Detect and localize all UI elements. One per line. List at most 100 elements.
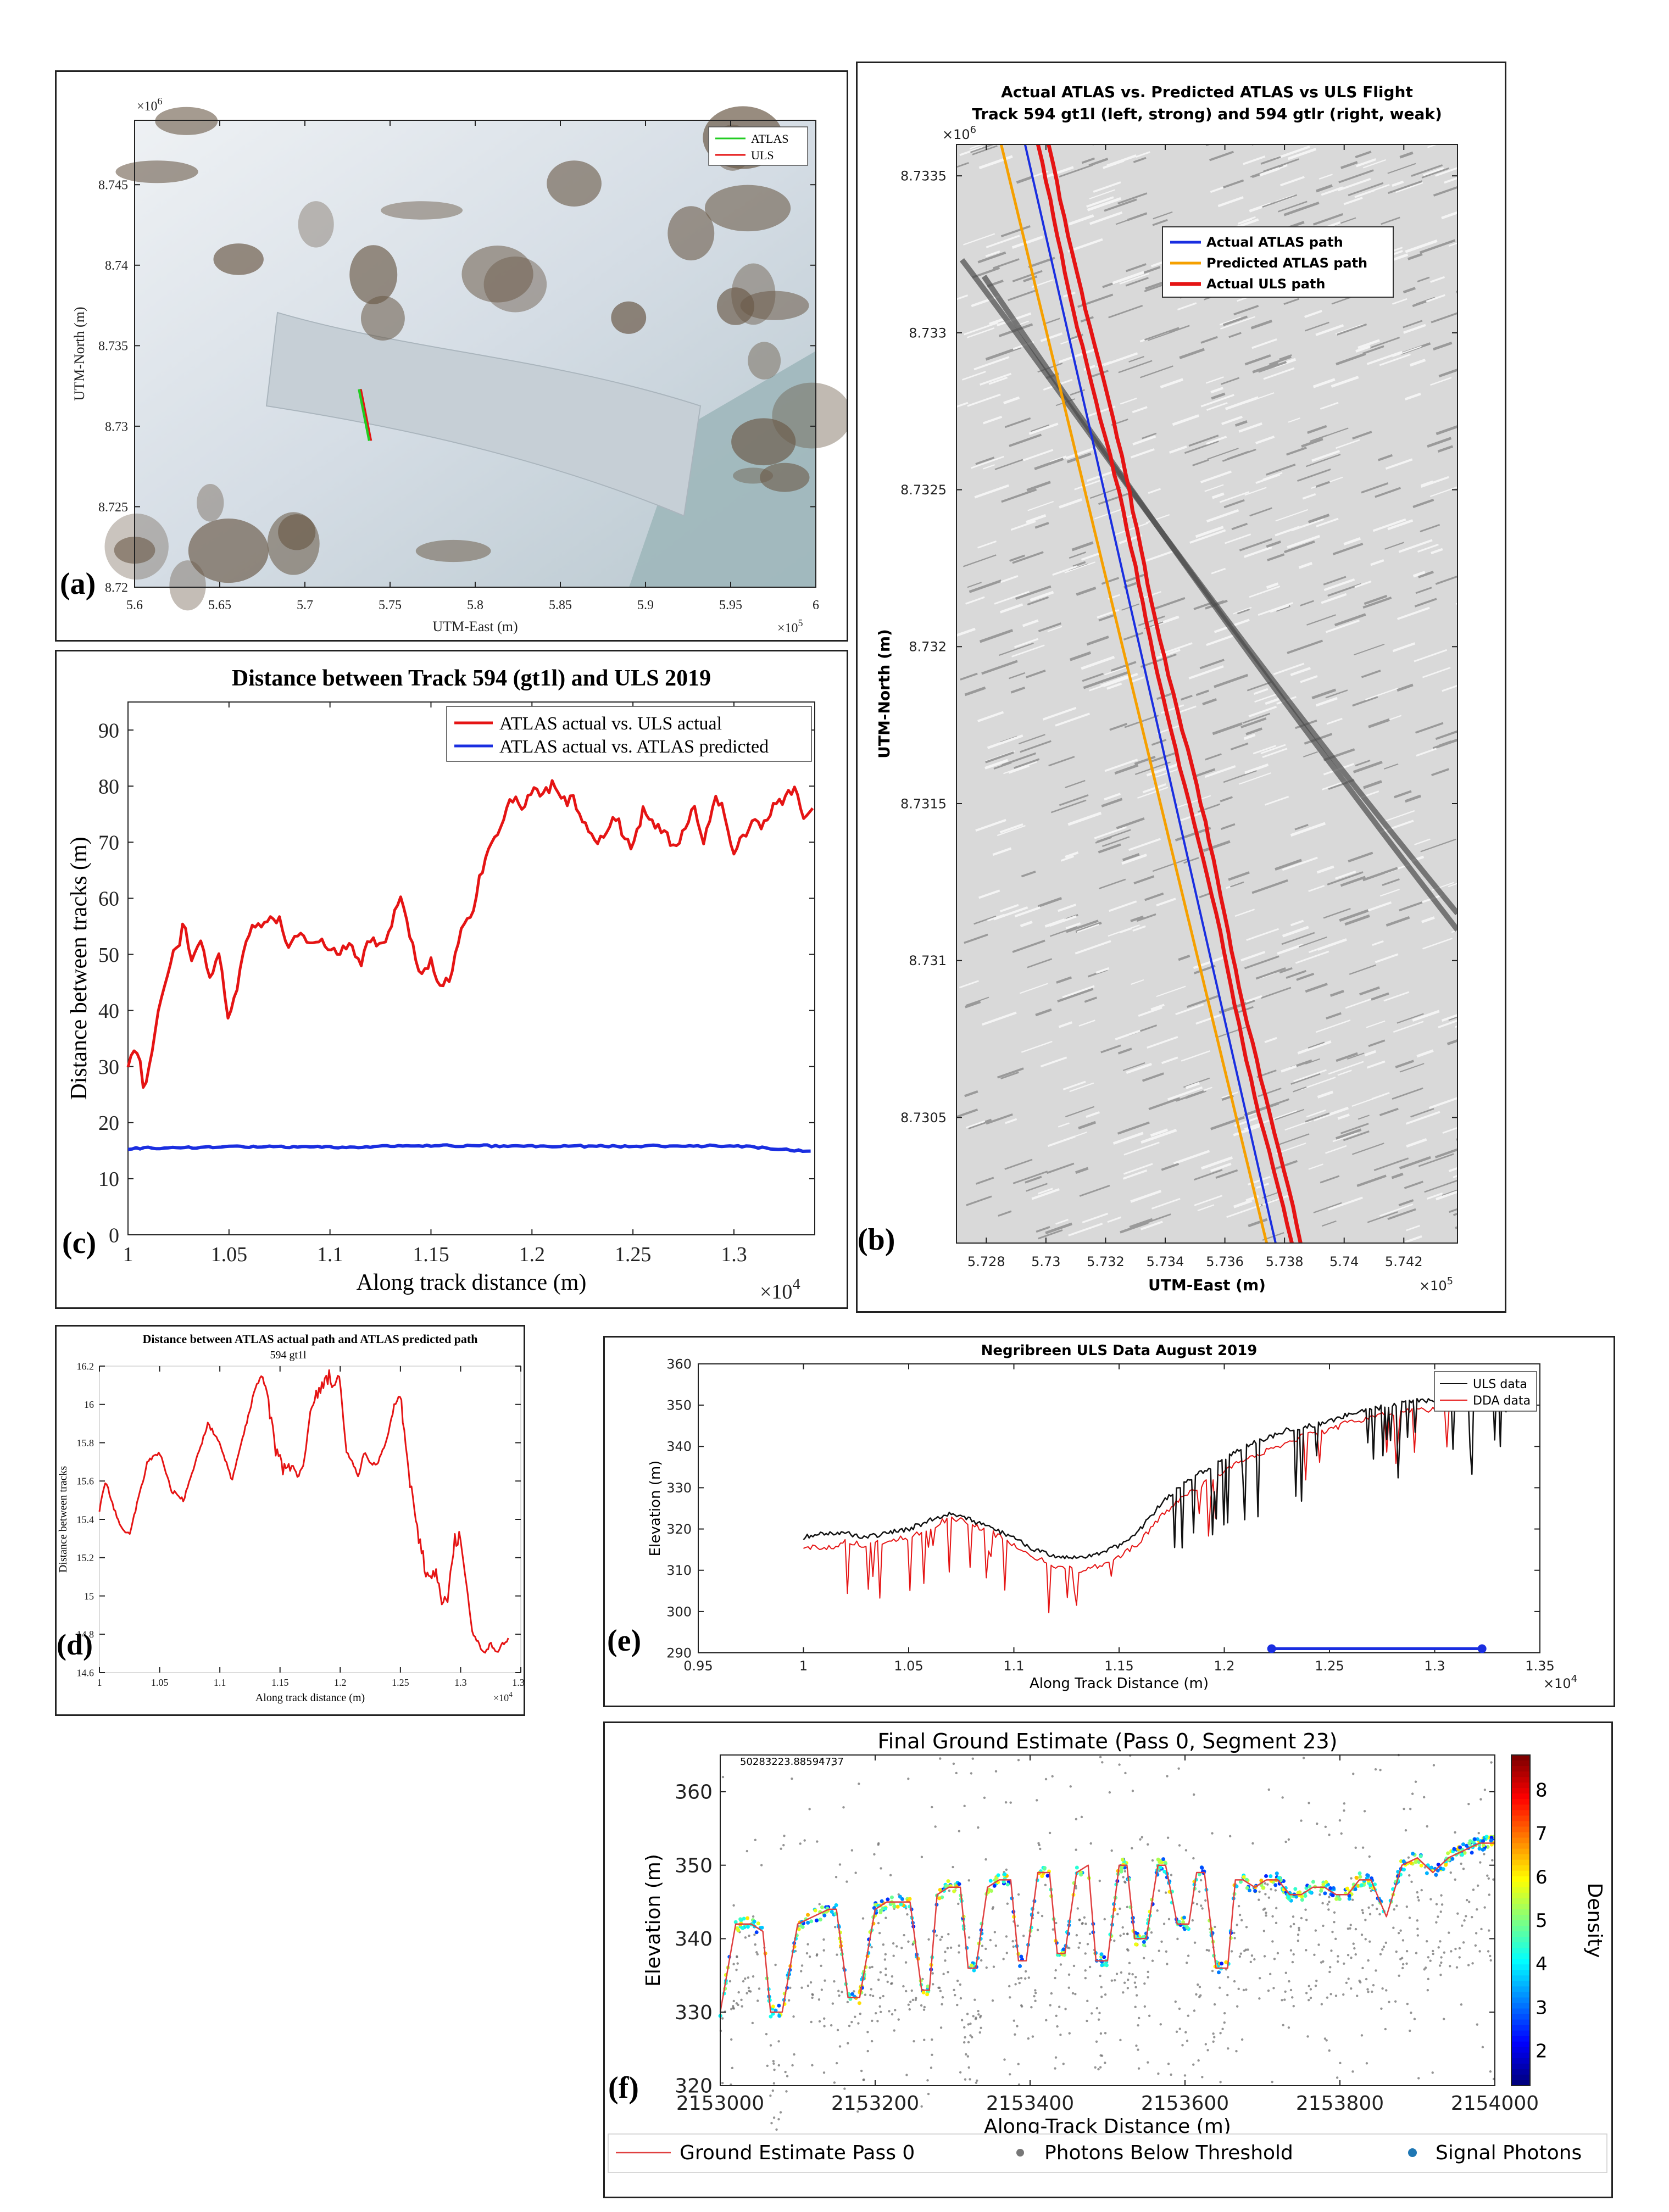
noise-photon	[1036, 1799, 1038, 1802]
noise-photon	[721, 2081, 724, 2085]
colorbar-segment	[1511, 1959, 1530, 1965]
noise-photon	[1219, 2081, 1222, 2083]
crevasse-streak	[1140, 653, 1177, 668]
noise-photon	[1423, 1866, 1427, 1869]
y-tick-label: 16.2	[77, 1361, 94, 1372]
crevasse-streak	[1141, 1221, 1163, 1230]
crevasse-streak	[1373, 1157, 1409, 1172]
y-tick-label: 360	[666, 1356, 692, 1372]
colorbar-segment	[1511, 2058, 1530, 2064]
noise-photon	[870, 1946, 873, 1949]
signal-photon	[926, 1984, 930, 1988]
noise-photon	[1075, 1848, 1077, 1851]
noise-photon	[1368, 1855, 1371, 1858]
x-tick-label: 1.25	[1315, 1658, 1344, 1674]
x-tick-label: 5.74	[1329, 1254, 1359, 1269]
noise-photon	[1024, 1977, 1027, 1980]
signal-photon	[1481, 1847, 1485, 1852]
crevasse-streak	[1098, 843, 1121, 854]
y-tick-label: 15.2	[77, 1552, 94, 1563]
crevasse-streak	[1009, 672, 1026, 679]
crevasse-streak	[1197, 1204, 1215, 1212]
crevasse-streak	[1420, 523, 1440, 533]
crevasse-streak	[1397, 683, 1414, 692]
crevasse-streak	[966, 327, 995, 338]
crevasse-streak	[1405, 239, 1438, 253]
y-tick-label: 8.73	[105, 420, 128, 434]
crevasse-streak	[1034, 522, 1049, 529]
noise-photon	[967, 1879, 970, 1882]
noise-photon	[736, 1962, 739, 1965]
noise-photon	[1034, 1999, 1037, 2002]
noise-photon	[1435, 1921, 1438, 1924]
crevasse-streak	[1167, 1086, 1203, 1101]
crevasse-streak	[1152, 219, 1168, 226]
noise-photon	[910, 1989, 913, 1992]
crevasse-streak	[1296, 972, 1315, 981]
crevasse-streak	[1438, 368, 1457, 378]
plot-frame	[127, 701, 815, 1235]
noise-photon	[1408, 1916, 1411, 1919]
crevasse-streak	[1075, 940, 1111, 955]
noise-photon	[1227, 2047, 1230, 2050]
crevasse-streak	[1352, 695, 1378, 707]
noise-photon	[818, 2020, 821, 2023]
noise-photon	[1352, 1942, 1355, 1945]
noise-photon	[1143, 2005, 1147, 2008]
crevasse-streak	[1138, 615, 1165, 626]
rock-outcrop	[760, 463, 810, 492]
crevasse-streak	[994, 590, 1030, 605]
noise-photon	[1361, 1846, 1365, 1849]
signal-photon	[988, 1879, 993, 1883]
noise-photon	[1422, 1796, 1426, 1799]
crevasse-streak	[1059, 498, 1082, 509]
noise-photon	[834, 1875, 838, 1879]
x-tick-label: 1.3	[721, 1243, 747, 1266]
noise-photon	[769, 2094, 772, 2097]
noise-photon	[1083, 1916, 1086, 1919]
crevasse-streak	[1038, 622, 1062, 632]
signal-photon	[1244, 1877, 1249, 1882]
crevasse-streak	[1409, 358, 1426, 367]
crevasse-streak	[1234, 909, 1255, 917]
noise-photon	[816, 1840, 819, 1843]
noise-photon	[1329, 1993, 1332, 1996]
crevasse-streak	[964, 1090, 978, 1097]
signal-photon	[1161, 1857, 1166, 1862]
noise-photon	[956, 1979, 959, 1982]
noise-photon	[1426, 1988, 1429, 1992]
noise-photon	[1205, 1948, 1209, 1952]
noise-photon	[1101, 1761, 1104, 1764]
crevasse-streak	[1087, 197, 1122, 211]
signal-photon	[1331, 1886, 1336, 1890]
noise-photon	[1213, 2003, 1216, 2006]
crevasse-streak	[1200, 1156, 1233, 1170]
crevasse-streak	[1448, 1167, 1457, 1172]
x-tick-label: 5.8	[467, 598, 483, 612]
noise-photon	[978, 2031, 981, 2034]
colorbar-segment	[1511, 1777, 1530, 1784]
noise-photon	[811, 2064, 814, 2067]
crevasse-streak	[1363, 780, 1382, 789]
crevasse-streak	[1421, 480, 1434, 487]
crevasse-streak	[1019, 983, 1048, 994]
noise-photon	[875, 2012, 877, 2015]
noise-photon	[964, 2078, 967, 2081]
noise-photon	[883, 1958, 887, 1961]
x-tick-label: 6	[813, 598, 819, 612]
noise-photon	[1211, 1969, 1214, 1973]
crevasse-streak	[1263, 158, 1299, 172]
crevasse-streak	[1414, 598, 1437, 608]
noise-photon	[922, 2008, 926, 2011]
noise-photon	[836, 1953, 838, 1956]
noise-photon	[1481, 2046, 1484, 2049]
chart-title: Distance between ATLAS actual path and A…	[143, 1332, 478, 1346]
crevasse-streak	[1177, 302, 1197, 311]
crevasse-streak	[1242, 216, 1256, 222]
crevasse-streak	[1043, 317, 1060, 325]
crevasse-streak	[1244, 546, 1272, 558]
noise-photon	[770, 2121, 773, 2125]
signal-photon	[1324, 1880, 1328, 1884]
noise-photon	[1005, 1952, 1008, 1954]
crevasse-streak	[964, 933, 988, 944]
